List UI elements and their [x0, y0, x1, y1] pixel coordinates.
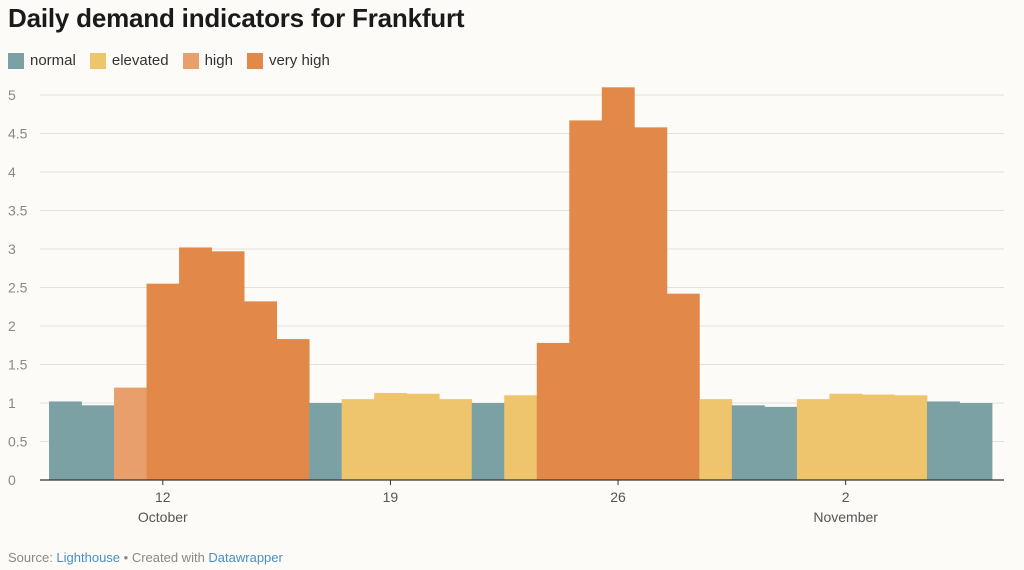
chart-legend: normal elevated high very high	[8, 52, 344, 69]
y-tick-label: 5	[8, 87, 16, 103]
y-tick-label: 0	[8, 472, 16, 488]
legend-item-normal: normal	[8, 52, 76, 69]
y-tick-label: 3	[8, 241, 16, 257]
legend-swatch-very-high	[246, 52, 263, 69]
bar-elevated	[699, 399, 733, 480]
y-tick-label: 2	[8, 318, 16, 334]
bar-elevated	[829, 393, 863, 480]
bar-elevated	[796, 399, 830, 480]
bar-very-high	[211, 251, 245, 480]
y-tick-label: 4.5	[8, 126, 28, 142]
bar-very-high	[276, 339, 310, 480]
source-link[interactable]: Lighthouse	[56, 550, 121, 565]
legend-label-elevated: elevated	[111, 52, 169, 69]
bar-very-high	[601, 87, 635, 481]
footer-separator: • Created with	[120, 550, 209, 565]
y-tick-label: 1	[8, 395, 16, 411]
bar-elevated	[406, 393, 440, 480]
bar-elevated	[861, 394, 895, 480]
bar-very-high	[146, 283, 180, 480]
x-tick-label: 12	[155, 489, 171, 505]
y-tick-label: 1.5	[8, 357, 28, 373]
bar-very-high	[634, 127, 668, 480]
legend-item-high: high	[182, 52, 233, 69]
legend-swatch-high	[182, 52, 199, 69]
y-tick-label: 3.5	[8, 203, 28, 219]
legend-swatch-elevated	[89, 52, 106, 69]
chart-footer: Source: Lighthouse • Created with Datawr…	[8, 550, 283, 565]
legend-label-high: high	[204, 52, 233, 69]
bar-normal	[926, 401, 960, 480]
chart-title: Daily demand indicators for Frankfurt	[8, 3, 465, 33]
bar-elevated	[504, 395, 538, 480]
bar-normal	[731, 405, 765, 480]
bar-normal	[81, 405, 115, 480]
bar-very-high	[536, 342, 570, 480]
x-tick-label: 2	[842, 489, 850, 505]
demand-bar-chart: 0 0.5 1 1.5 2 2.5 3 3.5 4 4.5 5 12 October 19 26 2 Novem…	[8, 87, 1004, 525]
x-tick-label: 19	[383, 489, 399, 505]
x-tick-sublabel: October	[138, 509, 188, 525]
legend-label-very-high: very high	[268, 52, 330, 69]
bar-elevated	[341, 399, 375, 480]
x-tick-label: 26	[610, 489, 626, 505]
source-prefix: Source:	[8, 550, 57, 565]
legend-item-very-high: very high	[246, 52, 330, 69]
bar-very-high	[666, 293, 700, 480]
bar-normal	[959, 403, 993, 480]
bar-elevated	[894, 395, 928, 480]
datawrapper-link[interactable]: Datawrapper	[208, 550, 283, 565]
bar-very-high	[244, 301, 278, 480]
bar-normal	[764, 406, 798, 480]
bar-high	[114, 387, 147, 480]
bar-normal	[309, 403, 343, 480]
bar-elevated	[439, 399, 473, 480]
bar-very-high	[569, 120, 603, 480]
bar-very-high	[179, 247, 212, 480]
y-tick-label: 0.5	[8, 434, 28, 450]
x-tick-sublabel: November	[813, 509, 878, 525]
bar-elevated	[374, 392, 408, 480]
bar-normal	[49, 401, 82, 480]
legend-swatch-normal	[8, 52, 24, 69]
bar-normal	[471, 403, 505, 480]
y-tick-label: 2.5	[8, 280, 28, 296]
legend-label-normal: normal	[30, 52, 76, 69]
y-tick-label: 4	[8, 164, 16, 180]
legend-item-elevated: elevated	[89, 52, 169, 69]
